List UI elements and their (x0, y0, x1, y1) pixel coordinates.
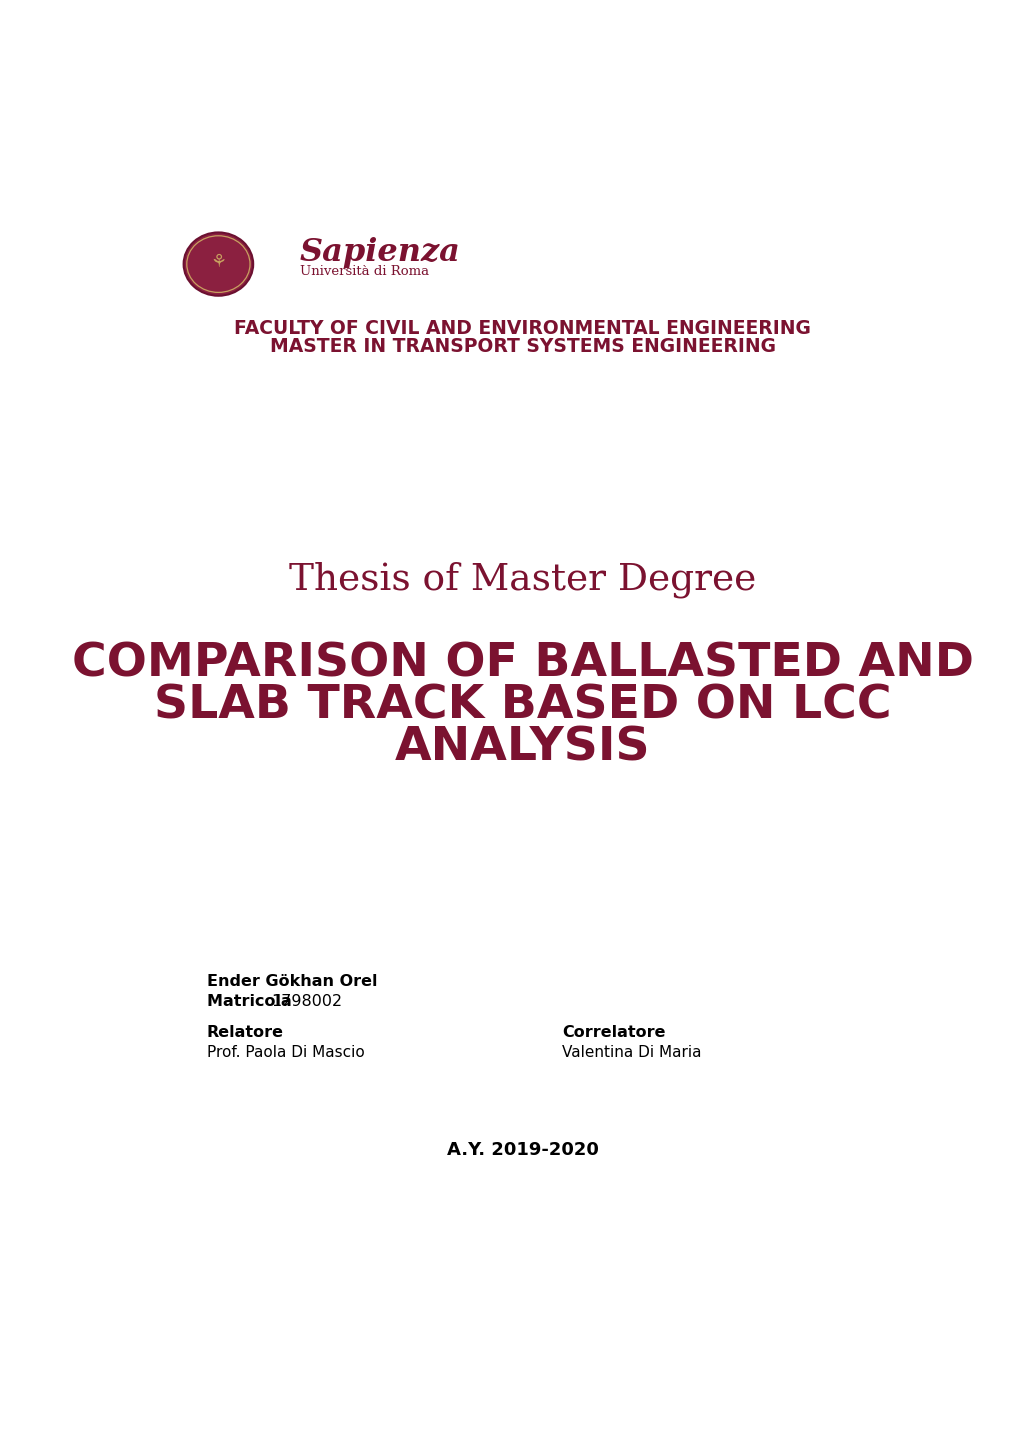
Text: Correlatore: Correlatore (561, 1025, 665, 1040)
Text: Sapienza: Sapienza (300, 236, 461, 268)
Text: Thesis of Master Degree: Thesis of Master Degree (288, 561, 756, 597)
Text: COMPARISON OF BALLASTED AND: COMPARISON OF BALLASTED AND (71, 642, 973, 686)
Ellipse shape (183, 232, 253, 296)
Text: Università di Roma: Università di Roma (300, 265, 429, 278)
Text: Matricola: Matricola (206, 994, 297, 1009)
Text: ⚘: ⚘ (210, 254, 226, 271)
Text: ANALYSIS: ANALYSIS (394, 725, 650, 770)
Text: Relatore: Relatore (206, 1025, 283, 1040)
Text: Ender Gökhan Orel: Ender Gökhan Orel (206, 973, 377, 989)
Text: FACULTY OF CIVIL AND ENVIRONMENTAL ENGINEERING: FACULTY OF CIVIL AND ENVIRONMENTAL ENGIN… (234, 319, 810, 337)
Text: A.Y. 2019-2020: A.Y. 2019-2020 (446, 1141, 598, 1159)
Text: MASTER IN TRANSPORT SYSTEMS ENGINEERING: MASTER IN TRANSPORT SYSTEMS ENGINEERING (269, 337, 775, 356)
Text: SLAB TRACK BASED ON LCC: SLAB TRACK BASED ON LCC (154, 684, 891, 728)
Text: 1798002: 1798002 (271, 994, 342, 1009)
Text: Valentina Di Maria: Valentina Di Maria (561, 1045, 701, 1060)
Text: Prof. Paola Di Mascio: Prof. Paola Di Mascio (206, 1045, 364, 1060)
